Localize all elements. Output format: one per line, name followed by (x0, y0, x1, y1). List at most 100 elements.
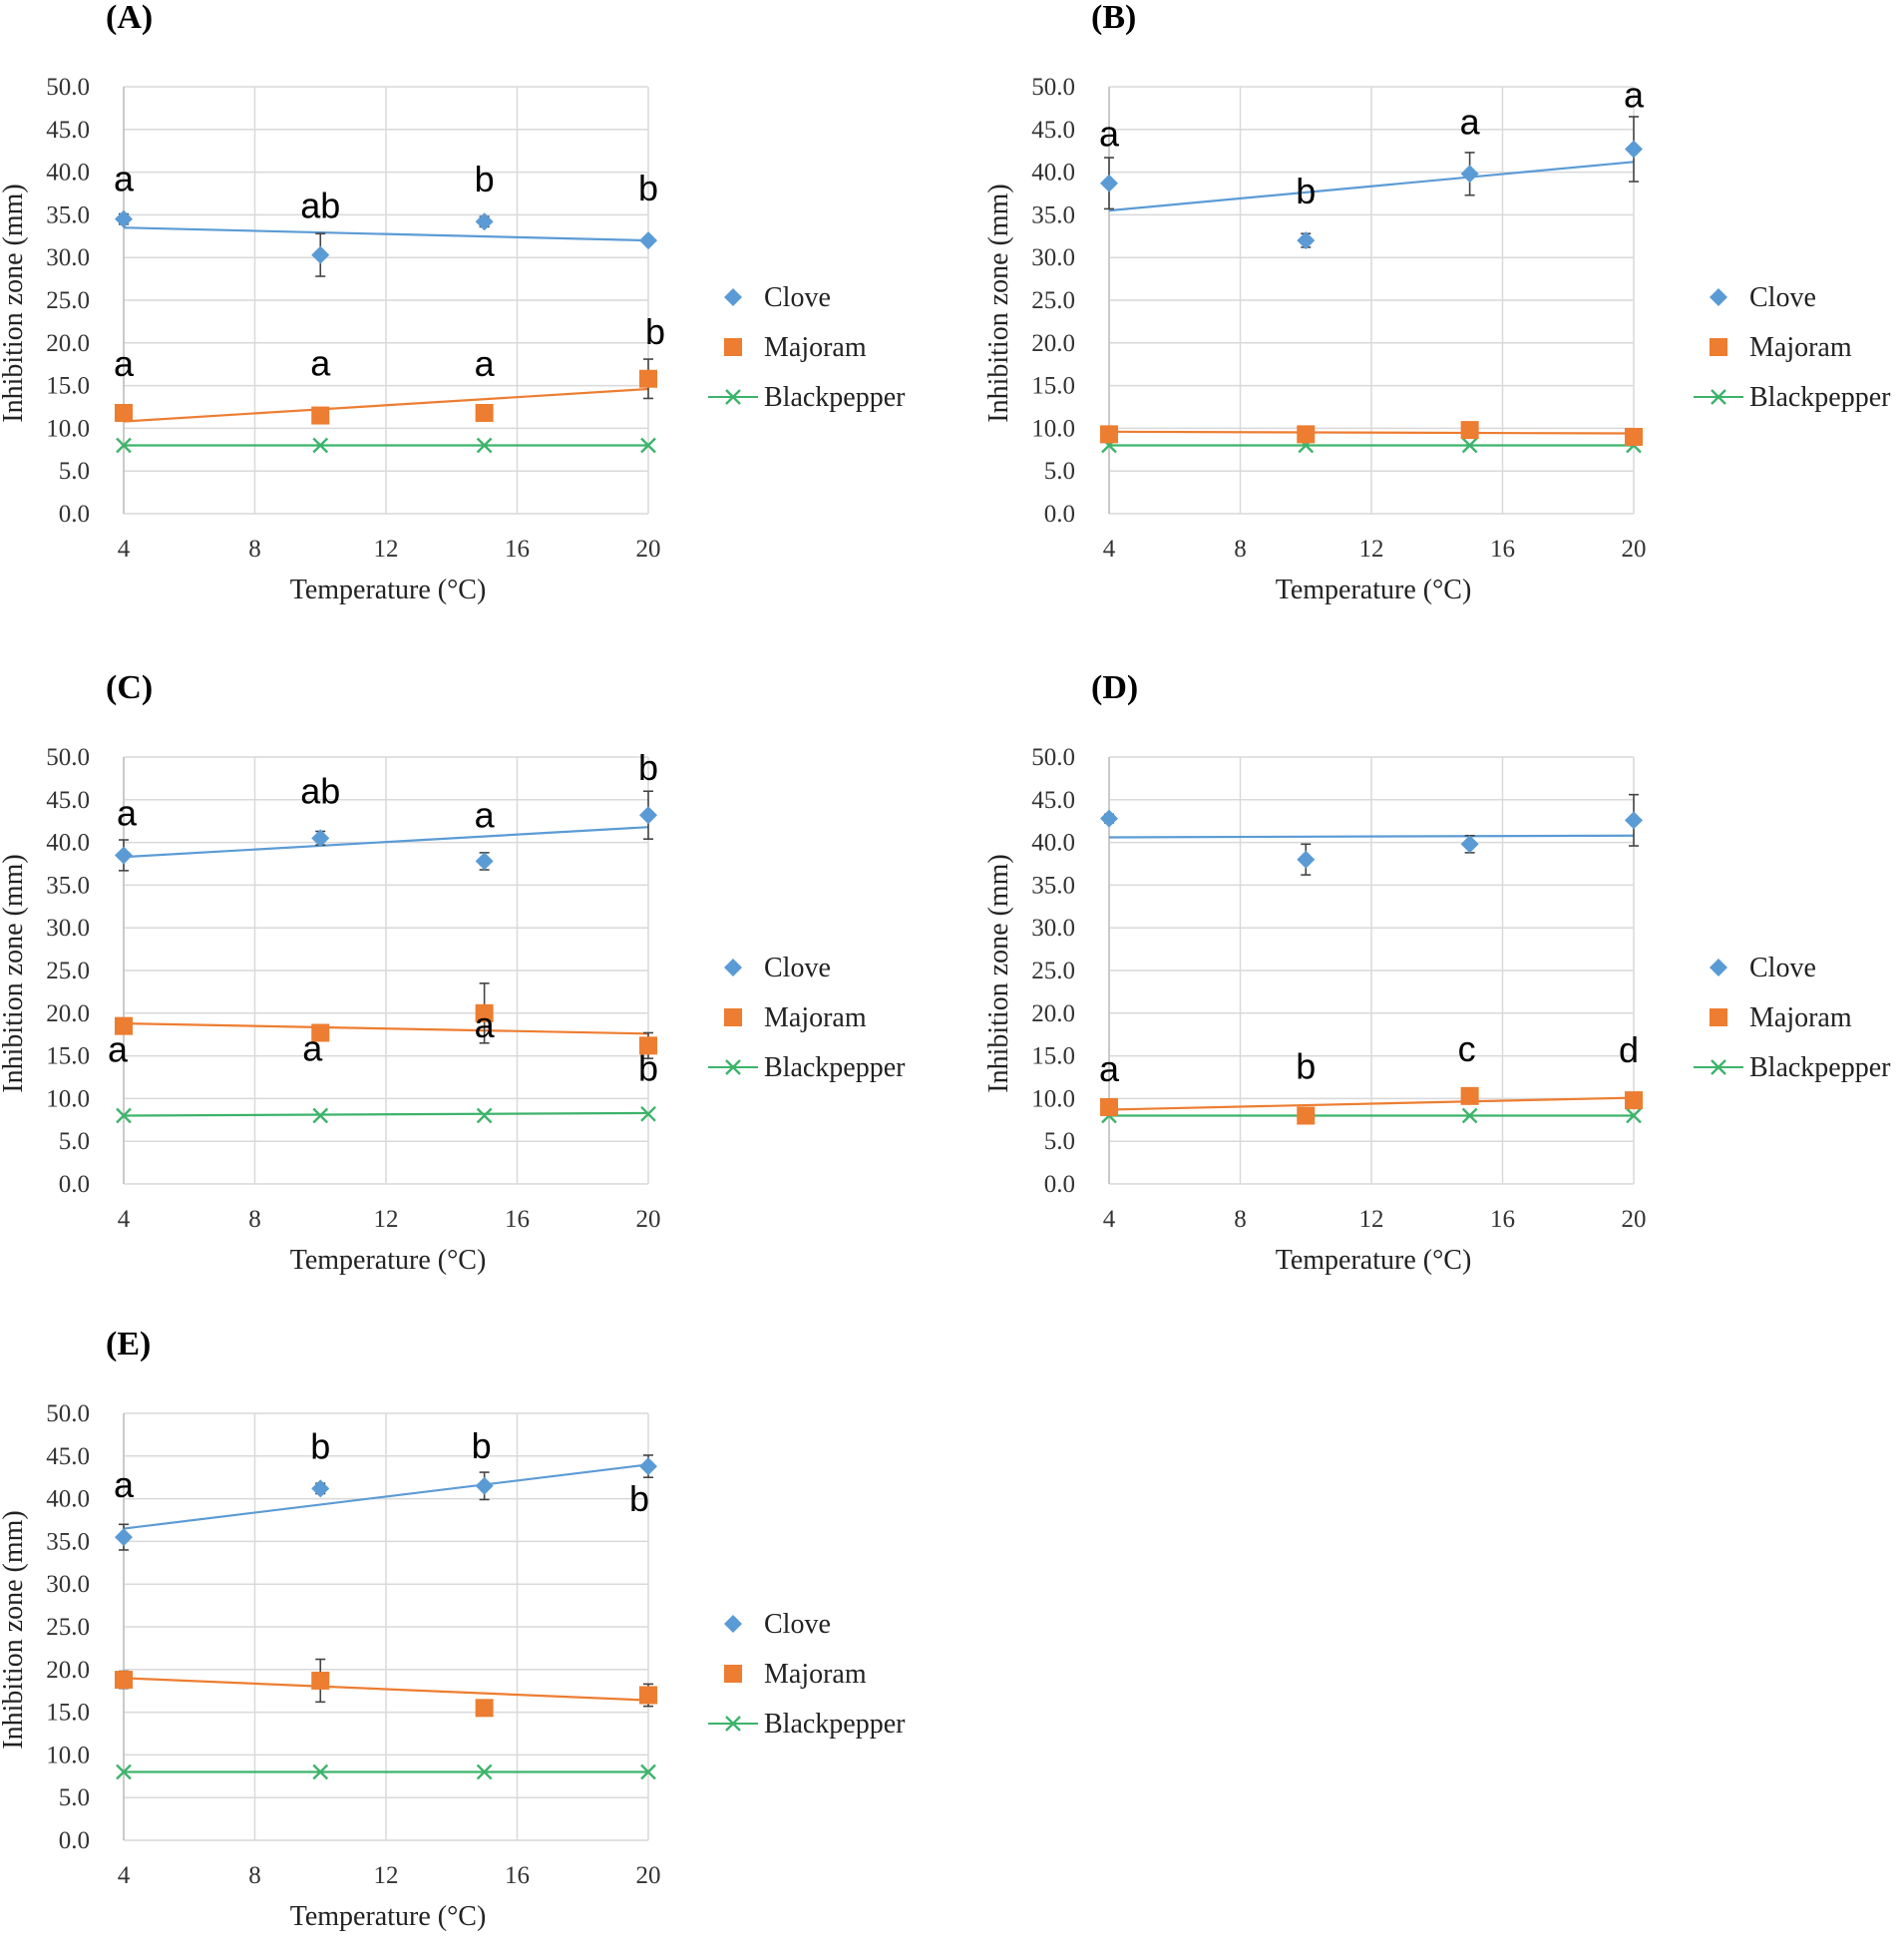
data-point (1460, 1086, 1479, 1105)
legend-label: Majoram (764, 1002, 867, 1033)
x-tick-label: 20 (636, 1862, 661, 1889)
x-tick-label: 4 (118, 536, 131, 563)
data-point (115, 403, 133, 422)
significance-label: a (302, 1027, 323, 1068)
legend-item-clove: Clove (724, 953, 831, 983)
legend-label: Blackpepper (1749, 382, 1891, 413)
x-tick-label: 16 (1490, 536, 1515, 563)
y-tick-label: 40.0 (46, 160, 90, 187)
panel-label: (D) (1091, 669, 1138, 706)
legend-marker (724, 1615, 742, 1633)
y-tick-label: 30.0 (1031, 915, 1075, 942)
trend-line (123, 387, 649, 423)
data-point (475, 212, 494, 231)
legend-item-clove: Clove (1710, 282, 1816, 313)
legend-label: Blackpepper (764, 1709, 906, 1740)
data-point (116, 1763, 132, 1780)
y-tick-label: 15.0 (46, 1700, 90, 1727)
legend-marker (1711, 1059, 1726, 1075)
data-point (476, 437, 493, 454)
significance-label: b (629, 1478, 649, 1519)
significance-label: b (638, 1047, 658, 1088)
significance-label: ab (300, 186, 340, 226)
y-tick-label: 0.0 (59, 1171, 90, 1198)
data-point (1297, 1106, 1316, 1125)
significance-label: b (472, 1425, 492, 1466)
data-point (1625, 1091, 1643, 1110)
data-point (115, 1016, 133, 1035)
legend-item-clove: Clove (1710, 953, 1816, 983)
x-axis-title: Temperature (°C) (290, 1901, 487, 1932)
y-axis-title: Inhibition zone (mm) (0, 854, 29, 1093)
x-tick-label: 8 (248, 1206, 261, 1233)
significance-label: b (638, 168, 658, 208)
y-tick-label: 45.0 (46, 787, 90, 814)
data-point (1100, 425, 1118, 444)
y-tick-label: 35.0 (46, 201, 90, 228)
legend-label: Blackpepper (764, 382, 906, 413)
y-tick-label: 0.0 (59, 1827, 90, 1854)
legend-marker (724, 959, 742, 976)
y-tick-label: 45.0 (1031, 117, 1075, 144)
series-majoram: a b c d (1099, 1028, 1643, 1125)
series-clove: a ab b b (114, 159, 658, 277)
x-tick-label: 4 (118, 1206, 131, 1233)
y-tick-label: 25.0 (46, 958, 90, 984)
significance-label: b (1296, 1046, 1316, 1087)
y-tick-label: 50.0 (46, 74, 90, 101)
legend-item-majoram: Majoram (724, 332, 867, 363)
x-tick-label: 20 (636, 1206, 661, 1233)
x-axis-title: Temperature (°C) (1276, 575, 1472, 605)
y-tick-label: 40.0 (1031, 830, 1075, 857)
panel-label: (A) (106, 0, 153, 36)
significance-label: a (1624, 74, 1645, 115)
x-tick-label: 4 (1103, 536, 1116, 563)
x-tick-label: 4 (118, 1862, 131, 1889)
data-point (1460, 421, 1479, 440)
legend-item-majoram: Majoram (724, 1002, 867, 1033)
trend-line (1108, 1096, 1635, 1111)
x-tick-label: 20 (1622, 1206, 1647, 1233)
y-tick-label: 25.0 (46, 287, 90, 314)
y-tick-label: 40.0 (46, 1486, 90, 1513)
legend-item-majoram: Majoram (724, 1659, 867, 1690)
series-majoram (1100, 421, 1643, 446)
x-tick-label: 16 (1490, 1206, 1515, 1233)
data-point (312, 1763, 329, 1780)
trend-line (123, 1677, 649, 1702)
y-tick-label: 50.0 (1031, 74, 1075, 101)
y-tick-label: 45.0 (46, 117, 90, 144)
series-blackpepper (116, 1763, 656, 1780)
y-tick-label: 10.0 (1031, 1085, 1075, 1112)
y-tick-label: 15.0 (46, 373, 90, 400)
data-point (639, 369, 657, 388)
trend-line (123, 1111, 649, 1117)
legend-label: Majoram (764, 1659, 867, 1690)
legend-marker (725, 389, 741, 405)
y-tick-label: 0.0 (1044, 1171, 1075, 1198)
significance-label: b (645, 311, 665, 352)
significance-label: a (1460, 101, 1481, 142)
y-tick-label: 40.0 (46, 830, 90, 857)
data-point (1100, 174, 1118, 193)
significance-label: a (475, 343, 496, 384)
legend-label: Clove (764, 282, 831, 313)
panel-label: (B) (1091, 0, 1136, 36)
y-tick-label: 0.0 (1044, 501, 1075, 528)
legend-marker (724, 338, 742, 356)
data-point (1461, 1107, 1478, 1124)
data-point (640, 437, 656, 454)
legend-item-clove: Clove (724, 282, 831, 313)
x-tick-label: 4 (1103, 1206, 1116, 1233)
data-point (1460, 165, 1479, 184)
y-axis-title: Inhibition zone (mm) (983, 184, 1014, 423)
significance-label: a (475, 794, 496, 835)
x-tick-label: 8 (248, 536, 261, 563)
significance-label: a (108, 1029, 129, 1070)
data-point (311, 1023, 330, 1042)
y-tick-label: 45.0 (46, 1443, 90, 1470)
legend-item-clove: Clove (724, 1609, 831, 1640)
